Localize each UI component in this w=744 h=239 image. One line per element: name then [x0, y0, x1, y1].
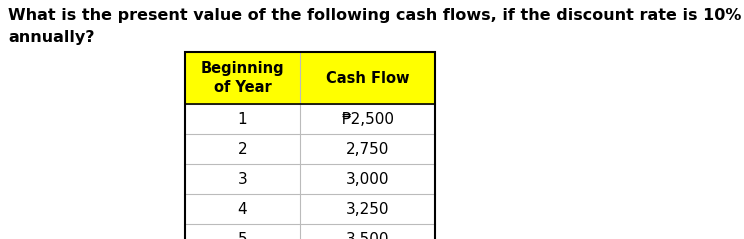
Text: Cash Flow: Cash Flow [326, 71, 409, 86]
Text: 3,500: 3,500 [346, 232, 389, 239]
Text: 3,000: 3,000 [346, 172, 389, 186]
Text: 2: 2 [237, 141, 247, 157]
Bar [185, 52, 435, 104]
Text: Beginning
of Year: Beginning of Year [201, 61, 284, 95]
Text: 4: 4 [237, 201, 247, 217]
Text: 5: 5 [237, 232, 247, 239]
Text: 1: 1 [237, 112, 247, 126]
Text: What is the present value of the following cash flows, if the discount rate is 1: What is the present value of the followi… [8, 8, 741, 23]
Text: annually?: annually? [8, 30, 94, 45]
Bar [185, 134, 435, 164]
Bar [185, 224, 435, 239]
Text: 3: 3 [237, 172, 247, 186]
Text: 2,750: 2,750 [346, 141, 389, 157]
Bar [185, 194, 435, 224]
Bar [185, 52, 435, 239]
Text: ₱2,500: ₱2,500 [341, 112, 394, 126]
Bar [185, 164, 435, 194]
Bar [185, 104, 435, 134]
Text: 3,250: 3,250 [346, 201, 389, 217]
